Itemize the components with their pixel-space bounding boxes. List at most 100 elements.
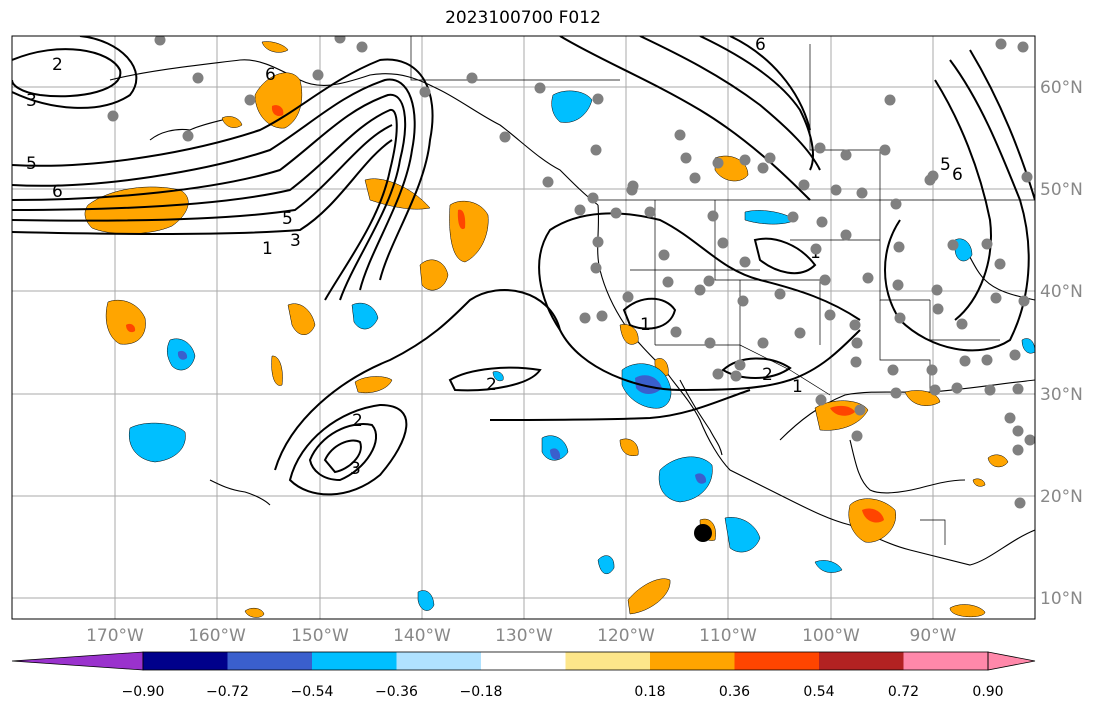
colorbar-bin	[819, 652, 904, 670]
station-dot	[932, 303, 944, 315]
station-dot	[893, 241, 905, 253]
station-dot	[879, 144, 891, 156]
lon-label: 130°W	[495, 626, 553, 646]
station-dot	[890, 387, 902, 399]
station-dot	[737, 295, 749, 307]
station-dot	[981, 238, 993, 250]
station-dot	[419, 86, 431, 98]
station-dot	[689, 172, 701, 184]
lon-label: 120°W	[597, 626, 655, 646]
station-dot	[984, 384, 996, 396]
lon-label: 170°W	[86, 626, 144, 646]
station-dot	[712, 368, 724, 380]
colorbar-bin	[227, 652, 313, 670]
station-dot	[107, 110, 119, 122]
station-dot	[1014, 497, 1026, 509]
strong-negative-anomaly-areas	[177, 350, 707, 484]
station-dot	[244, 94, 256, 106]
station-dot	[798, 179, 810, 191]
colorbar-bin	[396, 652, 482, 670]
station-dot	[704, 337, 716, 349]
station-dot	[981, 354, 993, 366]
station-dot	[534, 82, 546, 94]
station-dot	[862, 272, 874, 284]
colorbar-bin	[143, 652, 228, 670]
colorbar: −0.90 −0.72 −0.54 −0.36 −0.18 0.18 0.36 0.54 0.7…	[11, 651, 1036, 700]
contour-label: 6	[52, 182, 63, 202]
station-dot	[926, 364, 938, 376]
colorbar-tick-label: 0.18	[634, 684, 665, 700]
lon-label: 90°W	[910, 626, 957, 646]
colorbar-tick-label: −0.54	[291, 684, 334, 700]
station-dot	[947, 239, 959, 251]
colorbar-tick-label: 0.54	[803, 684, 834, 700]
station-dot	[644, 206, 656, 218]
contour-label: 2	[352, 411, 363, 431]
station-dot	[757, 162, 769, 174]
station-dot	[587, 192, 599, 204]
station-dot	[670, 326, 682, 338]
station-dot	[1004, 412, 1016, 424]
station-dot	[892, 279, 904, 291]
station-dot	[854, 404, 866, 416]
station-dot	[1012, 425, 1024, 437]
station-dot	[579, 312, 591, 324]
station-dot	[596, 310, 608, 322]
station-dot	[1012, 383, 1024, 395]
station-dot	[794, 327, 806, 339]
lat-label: 40°N	[1040, 282, 1083, 302]
colorbar-frame	[142, 651, 989, 671]
station-dot	[990, 292, 1002, 304]
station-dot	[717, 237, 729, 249]
station-dot	[356, 41, 368, 53]
contour-label: 2	[52, 55, 63, 75]
lat-label: 50°N	[1040, 180, 1083, 200]
lon-label: 160°W	[188, 626, 246, 646]
colorbar-tick-label: −0.72	[206, 684, 249, 700]
station-dot	[590, 144, 602, 156]
station-dot	[707, 210, 719, 222]
station-dot	[662, 276, 674, 288]
latitude-labels: 60°N 50°N 40°N 30°N 20°N 10°N	[1040, 78, 1083, 609]
station-dot	[840, 149, 852, 161]
station-dot	[814, 142, 826, 154]
station-dot	[887, 364, 899, 376]
lat-label: 30°N	[1040, 385, 1083, 405]
station-dot	[466, 72, 478, 84]
station-dot	[850, 356, 862, 368]
station-dot	[995, 38, 1007, 50]
colorbar-tick-label: 0.36	[719, 684, 750, 700]
contour-label: 1	[792, 377, 803, 397]
contour-label: 2	[762, 365, 773, 385]
station-dot	[1012, 444, 1024, 456]
station-dot	[1021, 171, 1033, 183]
station-dot	[757, 337, 769, 349]
colorbar-bin	[312, 652, 397, 670]
station-dot	[658, 249, 670, 261]
station-dot	[154, 36, 166, 46]
contour-label: 5	[26, 154, 37, 174]
station-dot	[830, 184, 842, 196]
station-dot	[734, 359, 746, 371]
contour-label: 6	[952, 165, 963, 185]
station-dot	[956, 318, 968, 330]
colorbar-tick-label: 0.90	[972, 684, 1003, 700]
lon-label: 150°W	[291, 626, 349, 646]
station-dot	[890, 198, 902, 210]
station-dot	[951, 382, 963, 394]
station-dot	[574, 204, 586, 216]
location-marker	[694, 524, 712, 542]
contour-label: 5	[282, 209, 293, 229]
station-dot	[499, 131, 511, 143]
station-dot	[764, 152, 776, 164]
station-dot	[856, 187, 868, 199]
station-dot	[626, 184, 638, 196]
station-dot	[849, 319, 861, 331]
station-dot	[774, 288, 786, 300]
contour-label: 1	[640, 315, 651, 335]
colorbar-bin	[650, 652, 735, 670]
contour-label: 2	[486, 375, 497, 395]
negative-anomaly-areas	[128, 90, 1035, 611]
colorbar-tick-label: 0.72	[888, 684, 919, 700]
